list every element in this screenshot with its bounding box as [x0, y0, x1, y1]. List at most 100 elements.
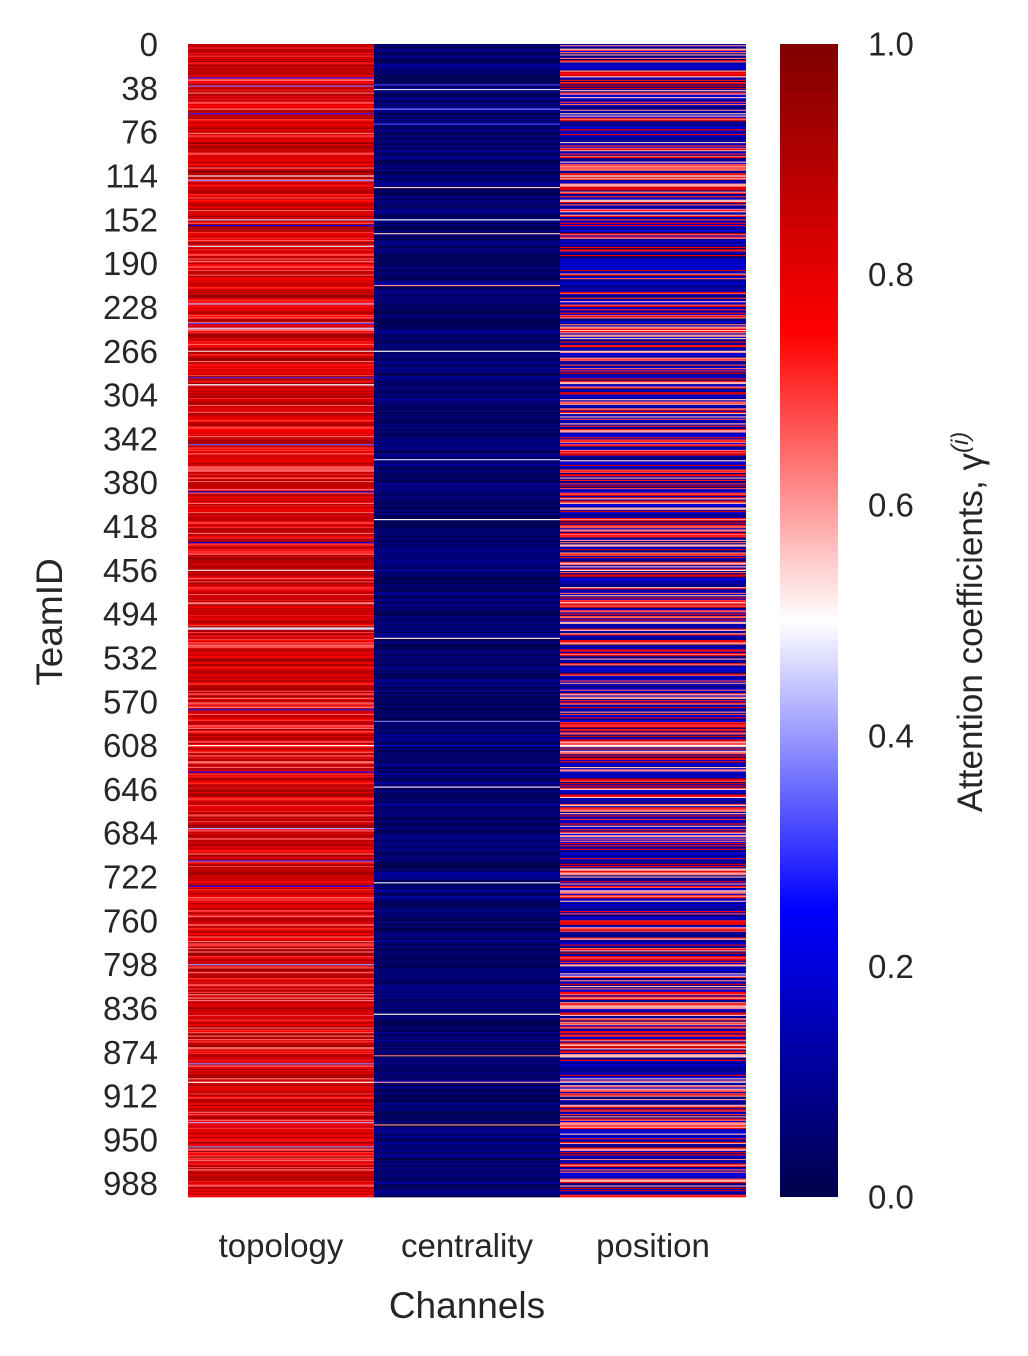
heatmap-cell	[560, 436, 746, 438]
heatmap-cell	[560, 694, 746, 696]
heatmap-cell	[374, 348, 560, 350]
heatmap-cell	[188, 112, 374, 114]
heatmap-cell	[560, 184, 746, 187]
heatmap-cell	[374, 305, 560, 308]
heatmap-cell	[560, 606, 746, 609]
heatmap-cell	[374, 85, 560, 88]
heatmap-cell	[560, 253, 746, 256]
heatmap-cell	[374, 182, 560, 184]
heatmap-cell	[374, 183, 560, 186]
heatmap-cell	[560, 642, 746, 644]
heatmap-cell	[560, 688, 746, 691]
heatmap-cell	[560, 456, 746, 459]
heatmap-cell	[374, 299, 560, 302]
heatmap-cell	[560, 344, 746, 347]
heatmap-cell	[560, 665, 746, 667]
heatmap-cell	[374, 53, 560, 55]
heatmap-cell	[374, 230, 560, 233]
heatmap-cell	[374, 975, 560, 978]
heatmap-cell	[374, 167, 560, 169]
heatmap-cell	[560, 242, 746, 244]
heatmap-cell	[188, 1070, 374, 1072]
heatmap-cell	[188, 523, 374, 526]
heatmap-cell	[560, 404, 746, 407]
heatmap-cell	[188, 214, 374, 217]
heatmap-cell	[560, 332, 746, 334]
heatmap-cell	[560, 121, 746, 123]
heatmap-cell	[374, 893, 560, 896]
heatmap-cell	[560, 559, 746, 561]
heatmap-cell	[188, 1020, 374, 1023]
heatmap-cell	[560, 968, 746, 971]
heatmap-cell	[188, 56, 374, 59]
heatmap-cell	[374, 1060, 560, 1063]
heatmap-cell	[560, 153, 746, 156]
heatmap-cell	[188, 220, 374, 222]
heatmap-cell	[560, 878, 746, 881]
heatmap-cell	[560, 858, 746, 860]
heatmap-cell	[188, 147, 374, 150]
heatmap-cell	[374, 649, 560, 651]
heatmap-cell	[188, 924, 374, 927]
heatmap-cell	[560, 288, 746, 290]
heatmap-cell	[560, 802, 746, 805]
heatmap-cell	[560, 1152, 746, 1154]
heatmap-cell	[374, 486, 560, 489]
heatmap-cell	[188, 309, 374, 311]
heatmap-cell	[560, 956, 746, 958]
heatmap-cell	[188, 687, 374, 689]
heatmap-cell	[188, 498, 374, 500]
heatmap-cell	[560, 68, 746, 70]
heatmap-cell	[560, 477, 746, 480]
y-tick-label: 0	[140, 26, 158, 63]
heatmap-cell	[374, 683, 560, 686]
heatmap-cell	[188, 1171, 374, 1174]
heatmap-cell	[374, 697, 560, 700]
heatmap-cell	[374, 809, 560, 812]
heatmap-cell	[188, 936, 374, 938]
heatmap-cell	[188, 1089, 374, 1092]
heatmap-cell	[374, 811, 560, 814]
heatmap-cell	[188, 160, 374, 162]
heatmap-cell	[188, 558, 374, 560]
heatmap-cell	[560, 1137, 746, 1139]
heatmap-cell	[374, 479, 560, 482]
heatmap-cell	[188, 614, 374, 617]
heatmap-cell	[560, 904, 746, 906]
heatmap-cell	[374, 186, 560, 189]
heatmap-cell	[374, 138, 560, 141]
heatmap-cell	[560, 1134, 746, 1137]
heatmap-cell	[188, 920, 374, 922]
heatmap-cell	[560, 1128, 746, 1131]
heatmap-cell	[560, 1075, 746, 1078]
heatmap-cell	[374, 252, 560, 255]
heatmap-cell	[560, 666, 746, 669]
y-tick-label: 418	[103, 508, 158, 545]
heatmap-cell	[560, 710, 746, 712]
heatmap-cell	[188, 1158, 374, 1161]
heatmap-cell	[374, 810, 560, 813]
heatmap-cell	[374, 726, 560, 729]
heatmap-cell	[374, 1147, 560, 1149]
heatmap-cell	[560, 825, 746, 828]
heatmap-cell	[560, 597, 746, 599]
heatmap-cell	[374, 904, 560, 906]
heatmap-cell	[374, 1124, 560, 1126]
heatmap-cell	[560, 853, 746, 855]
heatmap-cell	[374, 1167, 560, 1169]
heatmap-cell	[188, 263, 374, 265]
heatmap-cell	[374, 176, 560, 179]
heatmap-cell	[188, 349, 374, 352]
heatmap-cell	[560, 60, 746, 62]
heatmap-cell	[188, 691, 374, 694]
heatmap-cell	[188, 584, 374, 587]
heatmap-cell	[560, 726, 746, 729]
heatmap-cell	[188, 406, 374, 408]
heatmap-cell	[188, 448, 374, 451]
heatmap-cell	[560, 176, 746, 179]
heatmap-cell	[188, 143, 374, 145]
heatmap-cell	[374, 203, 560, 205]
heatmap-cell	[560, 1108, 746, 1110]
heatmap-cell	[188, 658, 374, 661]
heatmap-cell	[560, 150, 746, 152]
